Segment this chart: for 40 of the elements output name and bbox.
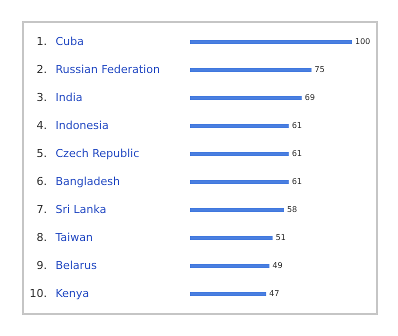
bar: [190, 68, 312, 72]
data-label: 61: [292, 121, 302, 130]
text: 8.: [36, 231, 47, 244]
bar: [190, 264, 270, 268]
bar: [190, 236, 273, 240]
text: 7.: [36, 203, 47, 216]
y-tick-label: Cuba: [56, 35, 84, 48]
bar: [190, 208, 284, 212]
text: 9.: [36, 259, 47, 272]
data-label: 51: [276, 233, 286, 242]
data-label: 49: [272, 261, 283, 270]
data-label: 47: [269, 289, 280, 298]
text: 2.: [36, 63, 47, 76]
data-label: 75: [314, 65, 325, 74]
bar: [190, 292, 266, 296]
bar: [190, 40, 352, 44]
data-label: 61: [292, 149, 302, 158]
y-tick-label: Taiwan: [54, 231, 93, 244]
text: 6.: [36, 175, 47, 188]
y-tick-label: Belarus: [56, 259, 98, 272]
data-label: 69: [304, 93, 315, 102]
y-tick-label: Bangladesh: [56, 175, 120, 188]
text: 10.: [30, 287, 47, 300]
y-tick-label: Sri Lanka: [56, 203, 106, 216]
y-tick-label: Kenya: [56, 287, 90, 300]
data-label: 58: [286, 205, 298, 214]
y-tick-label: Russian Federation: [56, 63, 160, 76]
text: 4.: [36, 119, 47, 132]
text: 1.: [36, 35, 47, 48]
text: 3.: [36, 91, 47, 104]
bar: [190, 152, 289, 156]
y-tick-label: Czech Republic: [56, 147, 140, 160]
data-label: 100: [355, 37, 370, 46]
bar: [190, 124, 289, 128]
data-label: 61: [292, 177, 302, 186]
text: 5.: [36, 147, 47, 160]
bar: [190, 180, 289, 184]
bar: [190, 96, 302, 100]
y-tick-label: Indonesia: [56, 119, 109, 132]
y-tick-label: India: [56, 91, 82, 104]
